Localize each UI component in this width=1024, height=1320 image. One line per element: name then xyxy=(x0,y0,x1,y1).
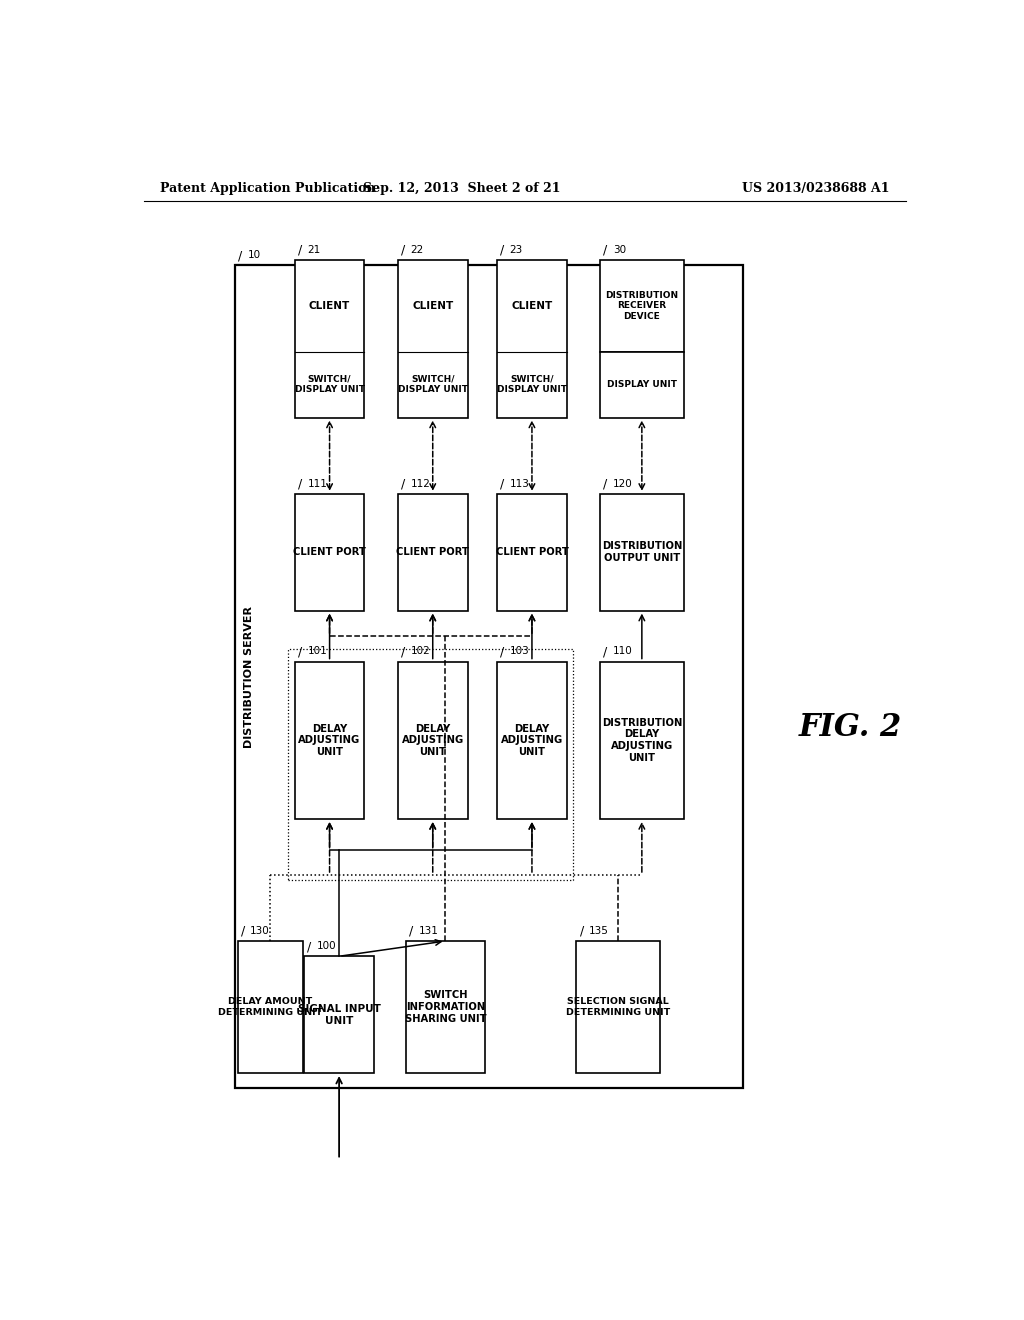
Text: SIGNAL INPUT
UNIT: SIGNAL INPUT UNIT xyxy=(298,1005,381,1026)
Text: SWITCH/
DISPLAY UNIT: SWITCH/ DISPLAY UNIT xyxy=(497,375,567,395)
FancyBboxPatch shape xyxy=(397,494,468,611)
FancyBboxPatch shape xyxy=(295,661,365,818)
FancyBboxPatch shape xyxy=(497,494,567,611)
Text: /: / xyxy=(298,244,302,257)
Text: /: / xyxy=(307,940,311,953)
Text: DISTRIBUTION
OUTPUT UNIT: DISTRIBUTION OUTPUT UNIT xyxy=(602,541,682,564)
Text: 103: 103 xyxy=(510,647,529,656)
Text: CLIENT PORT: CLIENT PORT xyxy=(293,548,366,557)
Text: 111: 111 xyxy=(307,479,328,488)
Text: 101: 101 xyxy=(307,647,327,656)
Text: SWITCH/
DISPLAY UNIT: SWITCH/ DISPLAY UNIT xyxy=(295,375,365,395)
Text: US 2013/0238688 A1: US 2013/0238688 A1 xyxy=(742,182,890,195)
Text: DISTRIBUTION
DELAY
ADJUSTING
UNIT: DISTRIBUTION DELAY ADJUSTING UNIT xyxy=(602,718,682,763)
Text: /: / xyxy=(241,925,245,939)
Text: DELAY
ADJUSTING
UNIT: DELAY ADJUSTING UNIT xyxy=(298,723,360,756)
Text: 113: 113 xyxy=(510,479,529,488)
Text: SWITCH
INFORMATION
SHARING UNIT: SWITCH INFORMATION SHARING UNIT xyxy=(404,990,486,1024)
Text: 21: 21 xyxy=(307,246,321,255)
Text: /: / xyxy=(401,645,406,659)
Text: /: / xyxy=(298,478,302,491)
Text: /: / xyxy=(500,645,505,659)
Text: 112: 112 xyxy=(411,479,430,488)
Text: /: / xyxy=(401,244,406,257)
Text: CLIENT PORT: CLIENT PORT xyxy=(396,548,469,557)
FancyBboxPatch shape xyxy=(397,661,468,818)
Text: CLIENT PORT: CLIENT PORT xyxy=(496,548,568,557)
FancyBboxPatch shape xyxy=(600,494,684,611)
Text: /: / xyxy=(603,244,607,257)
Text: /: / xyxy=(603,645,607,659)
Text: 120: 120 xyxy=(613,479,633,488)
Text: DISTRIBUTION
RECEIVER
DEVICE: DISTRIBUTION RECEIVER DEVICE xyxy=(605,290,679,321)
Text: /: / xyxy=(500,244,505,257)
Text: DELAY
ADJUSTING
UNIT: DELAY ADJUSTING UNIT xyxy=(501,723,563,756)
Text: FIG. 2: FIG. 2 xyxy=(799,711,902,743)
Text: /: / xyxy=(298,645,302,659)
FancyBboxPatch shape xyxy=(238,941,303,1073)
Text: /: / xyxy=(409,925,414,939)
Text: 23: 23 xyxy=(510,246,523,255)
Text: /: / xyxy=(500,478,505,491)
Text: /: / xyxy=(603,478,607,491)
FancyBboxPatch shape xyxy=(406,941,485,1073)
Text: 131: 131 xyxy=(419,925,438,936)
Text: /: / xyxy=(238,249,242,263)
Text: DELAY AMOUNT
DETERMINING UNIT: DELAY AMOUNT DETERMINING UNIT xyxy=(218,998,323,1016)
Text: Sep. 12, 2013  Sheet 2 of 21: Sep. 12, 2013 Sheet 2 of 21 xyxy=(362,182,560,195)
Text: CLIENT: CLIENT xyxy=(309,301,350,310)
Text: /: / xyxy=(580,925,584,939)
FancyBboxPatch shape xyxy=(600,351,684,417)
Text: Patent Application Publication: Patent Application Publication xyxy=(160,182,375,195)
FancyBboxPatch shape xyxy=(497,661,567,818)
Text: 102: 102 xyxy=(411,647,430,656)
Text: 22: 22 xyxy=(411,246,424,255)
FancyBboxPatch shape xyxy=(295,260,365,417)
FancyBboxPatch shape xyxy=(236,265,743,1089)
Text: 110: 110 xyxy=(613,647,633,656)
Text: DISPLAY UNIT: DISPLAY UNIT xyxy=(607,380,677,389)
FancyBboxPatch shape xyxy=(577,941,659,1073)
Text: CLIENT: CLIENT xyxy=(412,301,454,310)
Text: 135: 135 xyxy=(589,925,609,936)
FancyBboxPatch shape xyxy=(295,494,365,611)
Text: SWITCH/
DISPLAY UNIT: SWITCH/ DISPLAY UNIT xyxy=(397,375,468,395)
FancyBboxPatch shape xyxy=(497,260,567,417)
Text: DISTRIBUTION SERVER: DISTRIBUTION SERVER xyxy=(245,606,254,747)
Text: /: / xyxy=(401,478,406,491)
Text: 100: 100 xyxy=(316,941,337,952)
Text: 10: 10 xyxy=(248,249,261,260)
Text: 130: 130 xyxy=(250,925,270,936)
FancyBboxPatch shape xyxy=(600,260,684,351)
FancyBboxPatch shape xyxy=(397,260,468,417)
Text: 30: 30 xyxy=(613,246,626,255)
Text: SELECTION SIGNAL
DETERMINING UNIT: SELECTION SIGNAL DETERMINING UNIT xyxy=(566,998,670,1016)
FancyBboxPatch shape xyxy=(304,956,374,1073)
FancyBboxPatch shape xyxy=(600,661,684,818)
Text: DELAY
ADJUSTING
UNIT: DELAY ADJUSTING UNIT xyxy=(401,723,464,756)
Text: CLIENT: CLIENT xyxy=(511,301,553,310)
